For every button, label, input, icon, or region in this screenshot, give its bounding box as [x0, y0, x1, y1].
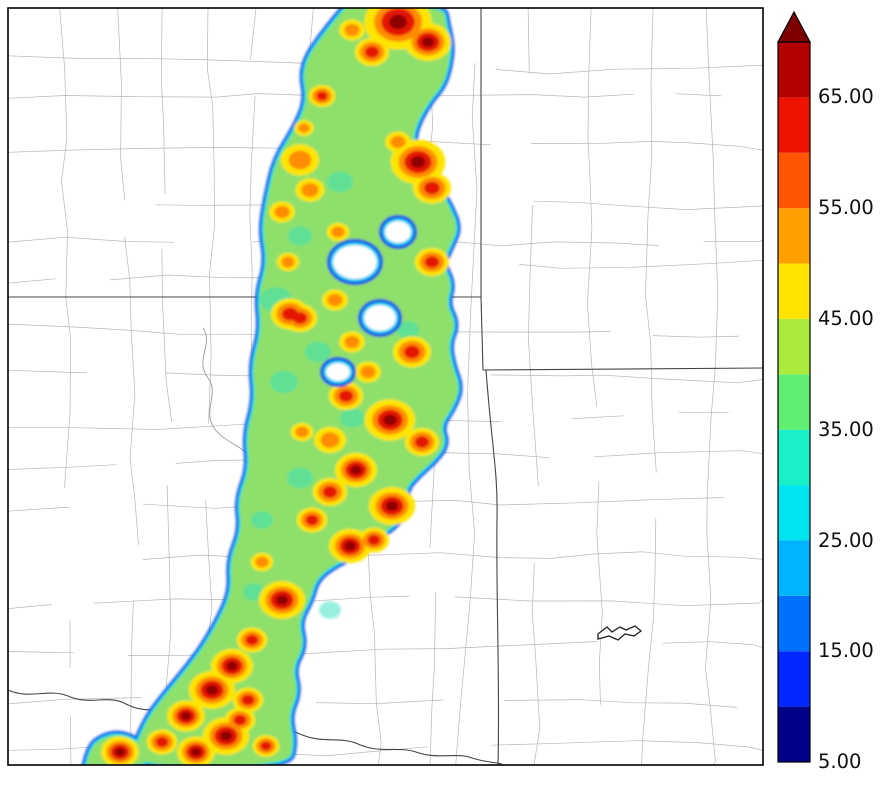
colorbar-tick-label: 25.00 — [818, 529, 874, 552]
plot-frame — [7, 7, 764, 766]
storm-cell-ring — [281, 256, 295, 268]
colorbar-segment — [778, 485, 810, 541]
county-line — [641, 8, 657, 765]
county-line — [527, 8, 541, 765]
storm-cell-ring — [338, 390, 354, 402]
colorbar-segment — [778, 263, 810, 319]
storm-cell-ring — [288, 150, 312, 170]
band-cool-patch — [287, 467, 313, 489]
storm-cell-ring — [233, 714, 247, 726]
storm-cell-ring — [274, 205, 290, 219]
state-border-line — [480, 296, 484, 371]
colorbar-segment — [778, 651, 810, 707]
reflectivity-band — [81, 8, 463, 765]
storm-cell-ring — [344, 23, 360, 37]
band-cool-patch — [288, 226, 312, 246]
band-cool-patch — [251, 511, 273, 529]
colorbar-segment — [778, 595, 810, 652]
storm-cell-ring — [305, 514, 319, 526]
storm-cell-ring — [327, 293, 343, 307]
storm-cell-ring — [115, 747, 125, 757]
band-hole — [326, 363, 350, 381]
colorbar-tick-label: 45.00 — [818, 307, 874, 330]
colorbar-overflow-arrow — [777, 10, 811, 43]
storm-cell-ring — [331, 226, 345, 238]
band-cool-patch — [305, 341, 331, 363]
storm-cell-ring — [322, 486, 338, 498]
colorbar-tick-label: 35.00 — [818, 418, 874, 441]
storm-cell-ring — [298, 123, 310, 133]
county-line — [59, 8, 72, 765]
storm-cell-ring — [245, 634, 259, 646]
band-cool-patch — [270, 370, 298, 394]
storm-cell-ring — [226, 661, 238, 671]
storm-cell-ring — [424, 181, 440, 195]
storm-cell-ring — [360, 365, 376, 379]
storm-cell-ring — [191, 747, 201, 757]
storm-cell-ring — [350, 465, 362, 475]
colorbar-segment — [778, 429, 810, 486]
band-cool-patch — [397, 321, 419, 339]
colorbar-segment — [778, 208, 810, 264]
storm-cell-ring — [367, 534, 381, 546]
state-borders — [8, 8, 763, 765]
storm-cell-ring — [385, 501, 399, 511]
storm-cell-ring — [301, 182, 319, 198]
storm-cell-ring — [155, 736, 169, 748]
county-line — [455, 63, 478, 765]
storm-cell-ring — [241, 694, 255, 706]
band-hole — [385, 221, 411, 243]
band-hole — [364, 305, 396, 331]
colorbar-segment — [778, 152, 810, 209]
storm-cell-ring — [410, 156, 426, 168]
county-line — [705, 8, 719, 765]
storm-cell-ring — [424, 256, 440, 268]
colorbar-segment — [778, 97, 810, 153]
storm-cell-ring — [260, 741, 272, 751]
colorbar-tick-label: 15.00 — [818, 639, 874, 662]
colorbar-segment — [778, 42, 810, 98]
storm-cell-ring — [181, 711, 191, 721]
storm-cell-ring — [344, 335, 360, 349]
colorbar-tick-label: 55.00 — [818, 196, 874, 219]
state-border-line — [482, 367, 763, 371]
band-cool-patch — [319, 601, 341, 619]
storm-cell-ring — [205, 685, 219, 695]
band-hole — [333, 245, 377, 279]
storm-cell-ring — [414, 436, 430, 448]
storm-cell-ring — [389, 14, 407, 30]
storm-cell-ring — [295, 426, 309, 438]
colorbar-tick-label: 65.00 — [818, 85, 874, 108]
band-cool-patch — [327, 171, 353, 193]
band-cool-patch — [340, 408, 364, 428]
colorbar-segment — [778, 374, 810, 430]
colorbar-segment — [778, 318, 810, 375]
storm-cell-ring — [255, 556, 269, 568]
colorbar-tick-label: 5.00 — [818, 750, 862, 773]
storm-cell-ring — [219, 731, 233, 741]
storm-cell-ring — [364, 46, 380, 58]
lake-outline — [597, 625, 643, 641]
storm-cell-ring — [383, 414, 397, 426]
colorbar — [777, 10, 811, 763]
storm-cell-ring — [404, 345, 420, 359]
storm-cell-ring — [275, 595, 289, 605]
colorbar-segment — [778, 706, 810, 762]
state-border-line — [485, 369, 500, 765]
colorbar-segment — [778, 540, 810, 596]
storm-cell-ring — [320, 432, 340, 448]
storm-cell-ring — [390, 135, 406, 149]
storm-cell-ring — [316, 91, 328, 101]
storm-cell-ring — [344, 541, 356, 551]
storm-cell-ring — [292, 312, 308, 324]
storm-cell-ring — [421, 37, 435, 47]
